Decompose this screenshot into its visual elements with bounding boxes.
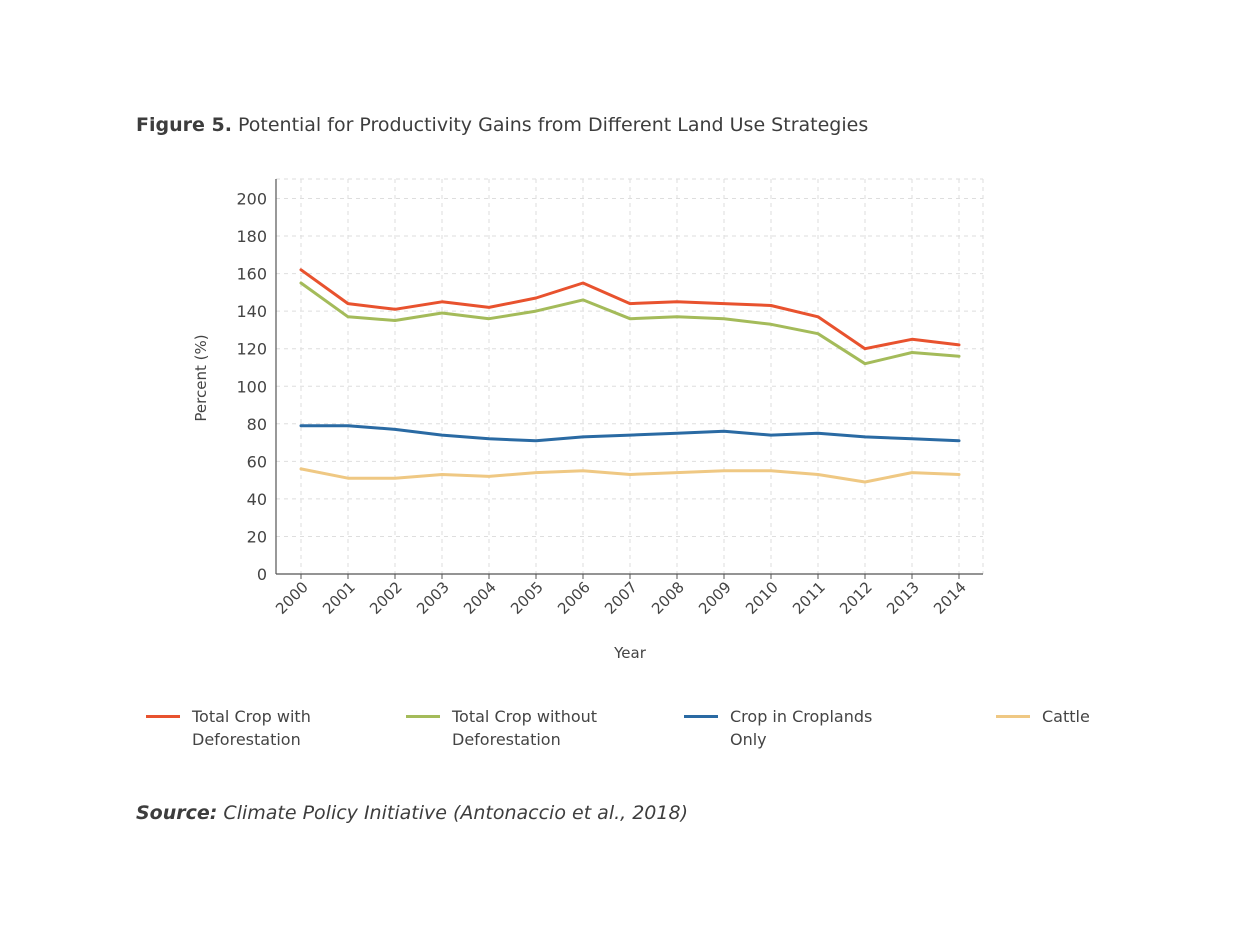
series-line-4 [299, 467, 961, 484]
series-lines [299, 268, 961, 484]
figure-title: Figure 5. Potential for Productivity Gai… [136, 114, 868, 136]
legend-swatch [406, 715, 440, 718]
x-tick-label: 2003 [413, 578, 453, 618]
grid-lines [276, 178, 984, 574]
legend-label: Total Crop without Deforestation [452, 707, 598, 749]
x-tick-label: 2010 [742, 578, 782, 618]
x-tick-label: 2012 [836, 578, 876, 618]
legend-label: Total Crop with Deforestation [192, 707, 311, 749]
x-axis-label: Year [613, 644, 647, 662]
legend-swatch [684, 715, 718, 718]
series-line-2 [299, 281, 961, 366]
x-tick-label: 2013 [883, 578, 923, 618]
legend-item-4: Cattle [996, 706, 1222, 728]
series-line-3 [299, 424, 961, 443]
x-tick-label: 2001 [319, 578, 359, 618]
y-tick-label: 120 [236, 340, 267, 359]
x-tick-label: 2011 [789, 578, 829, 618]
y-tick-label: 20 [247, 527, 267, 546]
figure-label: Figure 5. [136, 114, 232, 136]
y-tick-label: 200 [236, 190, 267, 209]
x-tick-label: 2009 [695, 578, 735, 618]
legend-item-3: Crop in Croplands Only [684, 706, 910, 751]
legend-label: Cattle [1042, 707, 1090, 726]
figure-title-text: Potential for Productivity Gains from Di… [231, 114, 869, 136]
x-tick-label: 2007 [601, 578, 641, 618]
y-tick-label: 180 [236, 227, 267, 246]
y-tick-label: 80 [247, 415, 267, 434]
chart-legend: Total Crop with Deforestation Total Crop … [0, 706, 1242, 766]
source-text: Climate Policy Initiative (Antonaccio et… [217, 802, 688, 824]
y-axis-label: Percent (%) [192, 334, 210, 421]
legend-swatch [146, 715, 180, 718]
y-tick-label: 160 [236, 265, 267, 284]
y-tick-label: 0 [257, 565, 267, 584]
legend-label: Crop in Croplands Only [730, 707, 873, 749]
legend-item-1: Total Crop with Deforestation [146, 706, 372, 751]
y-tick-label: 100 [236, 377, 267, 396]
series-line-1 [299, 268, 961, 351]
y-tick-label: 60 [247, 452, 267, 471]
x-tick-label: 2005 [507, 578, 547, 618]
x-tick-label: 2000 [272, 578, 312, 618]
x-tick-label: 2006 [554, 578, 594, 618]
x-tick-label: 2004 [460, 578, 500, 618]
y-tick-label: 40 [247, 490, 267, 509]
x-tick-label: 2002 [366, 578, 406, 618]
legend-item-2: Total Crop without Deforestation [406, 706, 632, 751]
axes [275, 179, 983, 579]
x-tick-label: 2014 [930, 578, 970, 618]
x-tick-label: 2008 [648, 578, 688, 618]
source-label: Source: [136, 802, 218, 824]
y-tick-label: 140 [236, 302, 267, 321]
source-note: Source: Climate Policy Initiative (Anton… [136, 802, 688, 824]
legend-swatch [996, 715, 1030, 718]
